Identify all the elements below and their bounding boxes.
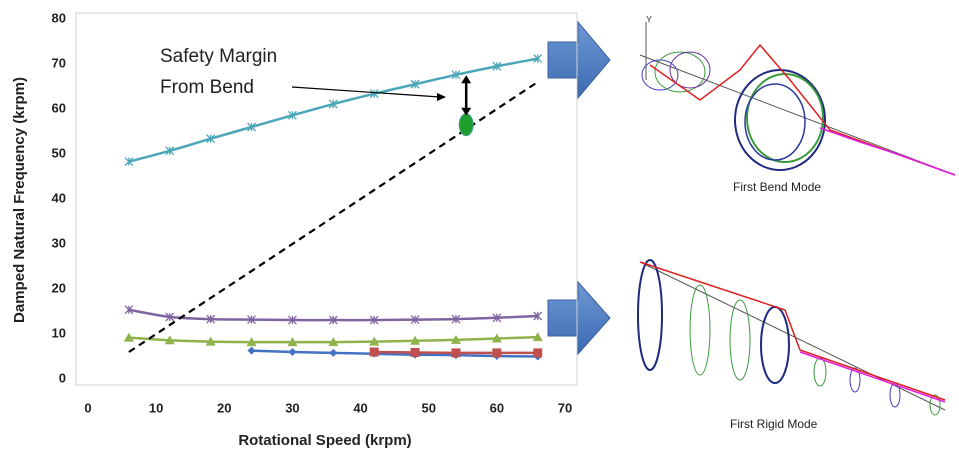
mode-label: First Bend Mode — [733, 180, 821, 194]
marker — [370, 348, 379, 357]
arrow-head — [437, 93, 446, 101]
x-tick-label: 10 — [149, 400, 163, 415]
x-tick-label: 50 — [421, 400, 435, 415]
x-tick-label: 30 — [285, 400, 299, 415]
block-arrow — [548, 282, 610, 354]
series-line — [129, 59, 538, 162]
y-tick-label: 80 — [52, 10, 66, 25]
y-tick-label: 10 — [52, 325, 66, 340]
marker — [411, 348, 420, 357]
plot-frame — [76, 13, 577, 385]
y-tick-label: 50 — [52, 145, 66, 160]
annotation: From Bend — [160, 77, 254, 98]
x-tick-label: 60 — [490, 400, 504, 415]
marker — [329, 349, 337, 357]
marker — [492, 348, 501, 357]
y-tick-label: 20 — [52, 280, 66, 295]
highlight-point — [459, 114, 473, 136]
mode-label: First Rigid Mode — [730, 417, 818, 431]
axis-letter: Y — [646, 14, 652, 24]
marker — [248, 347, 256, 355]
y-axis-label: Damped Natural Frequency (krpm) — [11, 77, 28, 323]
x-tick-label: 40 — [353, 400, 367, 415]
reference-line — [129, 82, 538, 352]
annotation: Safety Margin — [160, 46, 277, 67]
y-tick-label: 60 — [52, 100, 66, 115]
bend-mode-shape: Y — [640, 14, 955, 175]
x-tick-label: 0 — [84, 400, 91, 415]
x-tick-label: 70 — [558, 400, 572, 415]
x-tick-label: 20 — [217, 400, 231, 415]
page: Y First Bend Mode First Rigid Mode Rotat… — [0, 0, 959, 458]
x-axis-label: Rotational Speed (krpm) — [238, 432, 411, 449]
block-arrow — [548, 22, 610, 98]
chart: Y First Bend Mode First Rigid Mode Rotat… — [0, 0, 959, 458]
rigid-mode-shape — [638, 260, 945, 415]
arrow-head — [461, 75, 471, 83]
marker — [288, 348, 296, 356]
marker — [451, 348, 460, 357]
marker — [533, 348, 542, 357]
y-tick-label: 0 — [59, 370, 66, 385]
y-tick-label: 30 — [52, 235, 66, 250]
y-tick-label: 40 — [52, 190, 66, 205]
y-tick-label: 70 — [52, 55, 66, 70]
